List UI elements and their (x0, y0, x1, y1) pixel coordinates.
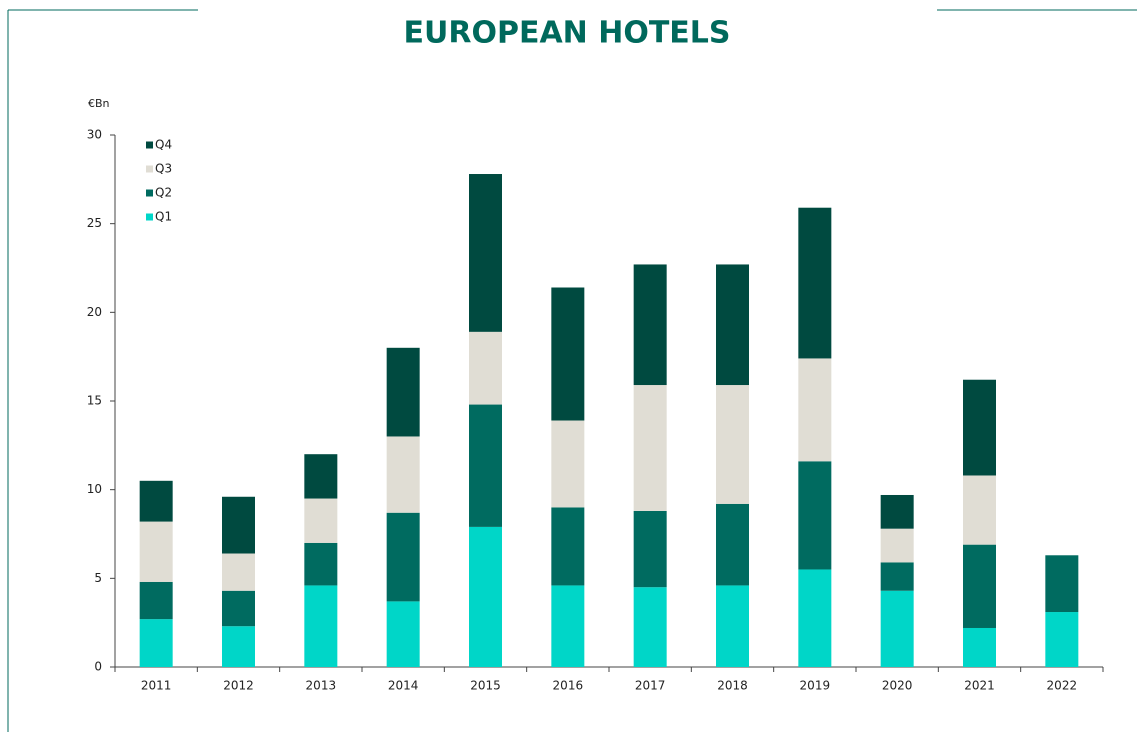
bar-segment (880, 528, 914, 563)
bar-segment (139, 480, 173, 522)
y-tick-label: 5 (94, 571, 102, 585)
bar-segment (469, 526, 502, 667)
bar-segment (963, 627, 996, 667)
bar-segment (963, 379, 996, 476)
y-tick-label: 30 (87, 128, 102, 142)
bar-segment (633, 587, 667, 667)
bar-segment (1045, 555, 1079, 613)
bar-segment (386, 512, 420, 602)
bar-segment (798, 358, 832, 462)
x-tick-label: 2022 (1047, 679, 1078, 693)
bar-segment (386, 436, 420, 513)
bar-segment (880, 590, 914, 667)
x-tick-label: 2021 (964, 679, 995, 693)
bar-segment (633, 264, 667, 386)
y-tick-label: 15 (87, 394, 102, 408)
bar-segment (222, 496, 255, 554)
bar-segment (716, 385, 749, 504)
bar-segment (716, 264, 749, 386)
x-tick-label: 2012 (223, 679, 254, 693)
bar-segment (963, 475, 996, 545)
bar-segment (469, 331, 502, 405)
bar-segment (551, 585, 585, 667)
x-tick-label: 2014 (388, 679, 419, 693)
bar-segment (880, 562, 914, 591)
bar-segment (386, 347, 420, 437)
bar-segment (633, 510, 667, 588)
bar-segment (469, 174, 502, 332)
y-tick-label: 20 (87, 305, 102, 319)
legend-swatch (146, 213, 153, 221)
legend-swatch (146, 141, 153, 149)
bar-segment (139, 619, 173, 667)
bar-segment (222, 626, 255, 667)
bar-segment (551, 420, 585, 508)
bar-segment (963, 544, 996, 628)
legend-label: Q4 (155, 138, 172, 152)
legend-label: Q3 (155, 162, 172, 176)
y-unit-label: €Bn (88, 97, 110, 110)
bar-segment (304, 454, 338, 499)
bar-segment (1045, 612, 1079, 667)
bar-segment (304, 542, 338, 586)
bar-segment (139, 521, 173, 582)
x-tick-label: 2018 (717, 679, 748, 693)
x-tick-label: 2020 (882, 679, 913, 693)
legend-swatch (146, 189, 153, 197)
bar-segment (469, 404, 502, 527)
x-tick-label: 2017 (635, 679, 666, 693)
bar-segment (139, 581, 173, 620)
x-tick-label: 2015 (470, 679, 501, 693)
bar-segment (222, 553, 255, 591)
legend-swatch (146, 165, 153, 173)
x-tick-label: 2013 (306, 679, 337, 693)
bar-segment (798, 569, 832, 667)
bar-segment (798, 461, 832, 570)
x-tick-label: 2016 (553, 679, 584, 693)
bar-segment (716, 585, 749, 667)
bar-segment (222, 590, 255, 627)
y-tick-label: 25 (87, 216, 102, 230)
legend-label: Q2 (155, 186, 172, 200)
bar-segment (633, 385, 667, 511)
chart-title: EUROPEAN HOTELS (404, 16, 731, 51)
bar-segment (386, 601, 420, 667)
bar-segment (880, 494, 914, 529)
bar-segment (716, 503, 749, 586)
bar-segment (304, 585, 338, 667)
y-tick-label: 10 (87, 482, 102, 496)
bar-segment (304, 498, 338, 543)
bar-segment (551, 507, 585, 586)
x-tick-label: 2011 (141, 679, 172, 693)
bar-segment (798, 207, 832, 359)
x-tick-label: 2019 (800, 679, 831, 693)
bar-segment (551, 287, 585, 421)
legend-label: Q1 (155, 210, 172, 224)
y-tick-label: 0 (94, 660, 102, 674)
